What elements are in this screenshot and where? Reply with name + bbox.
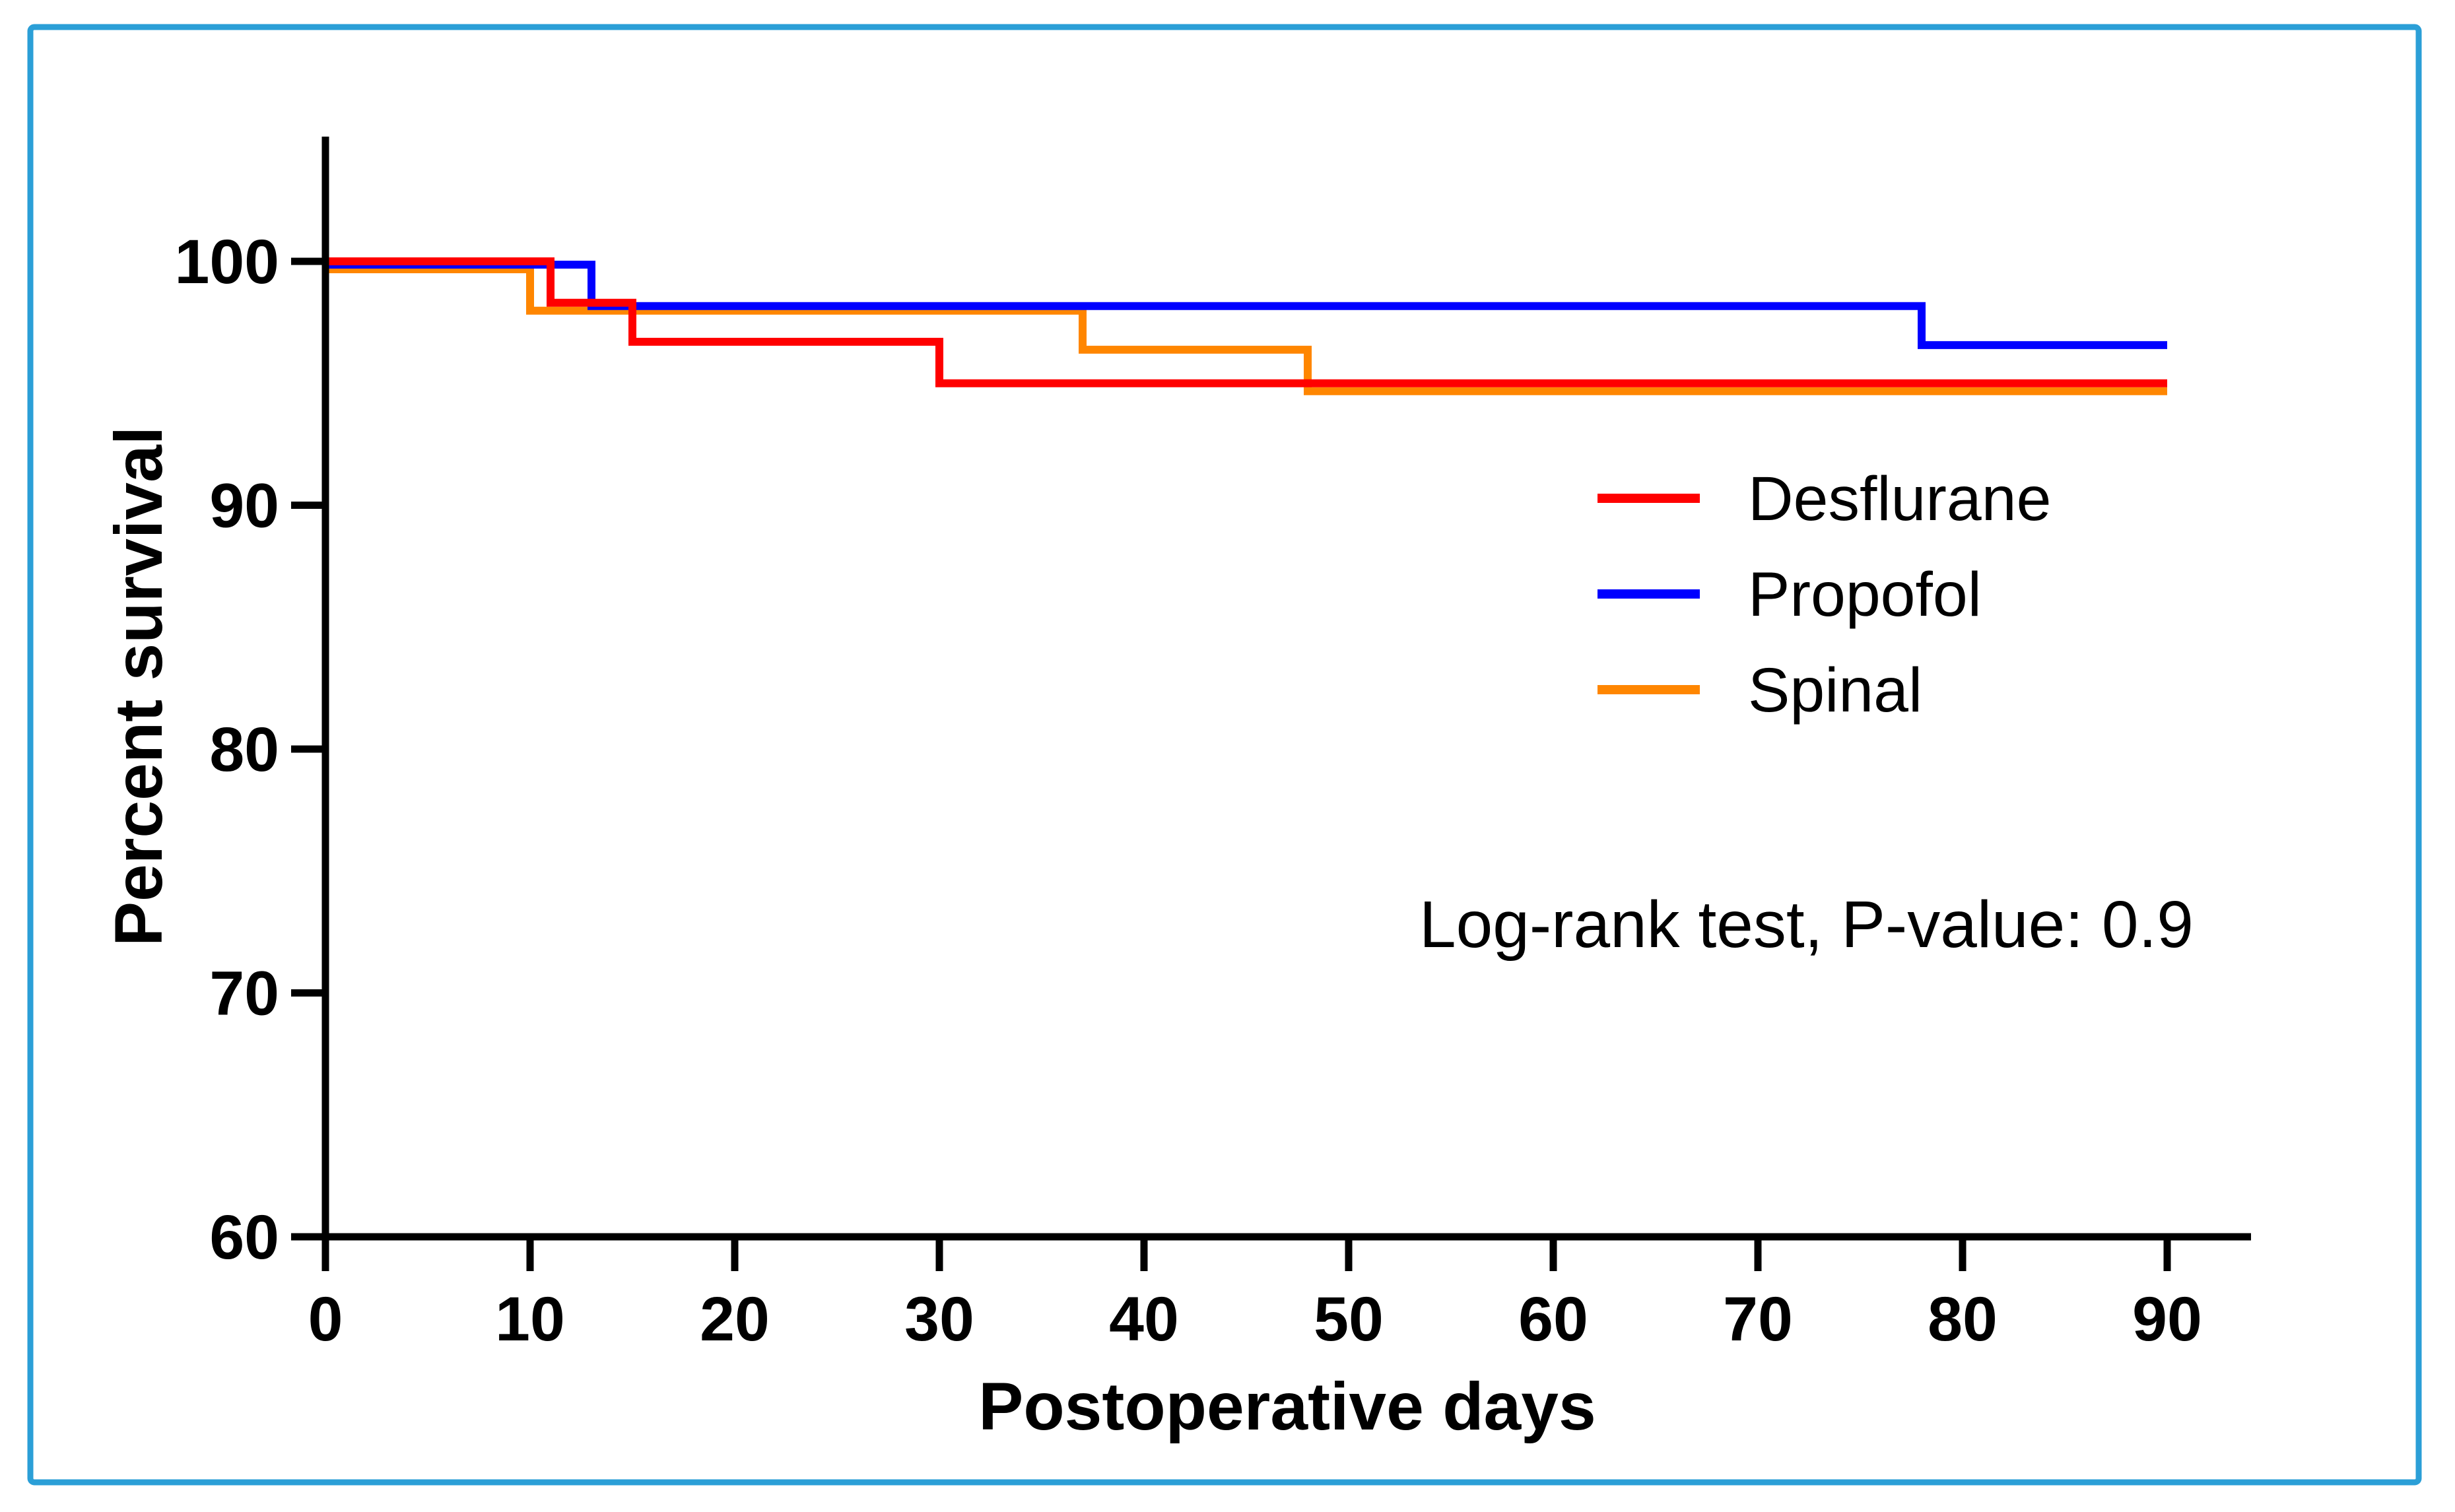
annotation-log-rank: Log-rank test, P-value: 0.9 [1419,888,2194,962]
x-tick-label-70: 70 [1723,1284,1793,1354]
legend-label-spinal: Spinal [1748,655,1922,725]
x-tick-label-30: 30 [904,1284,974,1354]
x-tick-label-90: 90 [2132,1284,2202,1354]
y-tick-label-60: 60 [209,1202,279,1272]
x-axis-title: Postoperative days [978,1369,1596,1444]
x-tick-label-60: 60 [1518,1284,1588,1354]
x-tick-label-50: 50 [1314,1284,1384,1354]
series-curve-desflurane [325,257,2167,387]
series-curve-spinal [325,265,2167,395]
y-axis-title: Percent survival [101,426,176,946]
x-tick-label-80: 80 [1928,1284,1998,1354]
x-tick-label-20: 20 [700,1284,770,1354]
y-tick-label-100: 100 [174,227,279,297]
y-tick-label-90: 90 [209,471,279,541]
legend-label-desflurane: Desflurane [1748,464,2051,534]
y-tick-label-80: 80 [209,715,279,785]
x-tick-label-10: 10 [495,1284,565,1354]
legend: Desflurane Propofol Spinal [1597,464,2051,725]
figure-border [27,24,2422,1486]
x-tick-label-40: 40 [1109,1284,1179,1354]
legend-label-propofol: Propofol [1748,560,1982,630]
x-tick-label-0: 0 [308,1284,343,1354]
survival-curves [325,257,2167,395]
y-tick-label-70: 70 [209,959,279,1029]
axes: 100 90 80 70 60 0 10 20 30 40 50 60 70 80 90 [174,137,2251,1354]
